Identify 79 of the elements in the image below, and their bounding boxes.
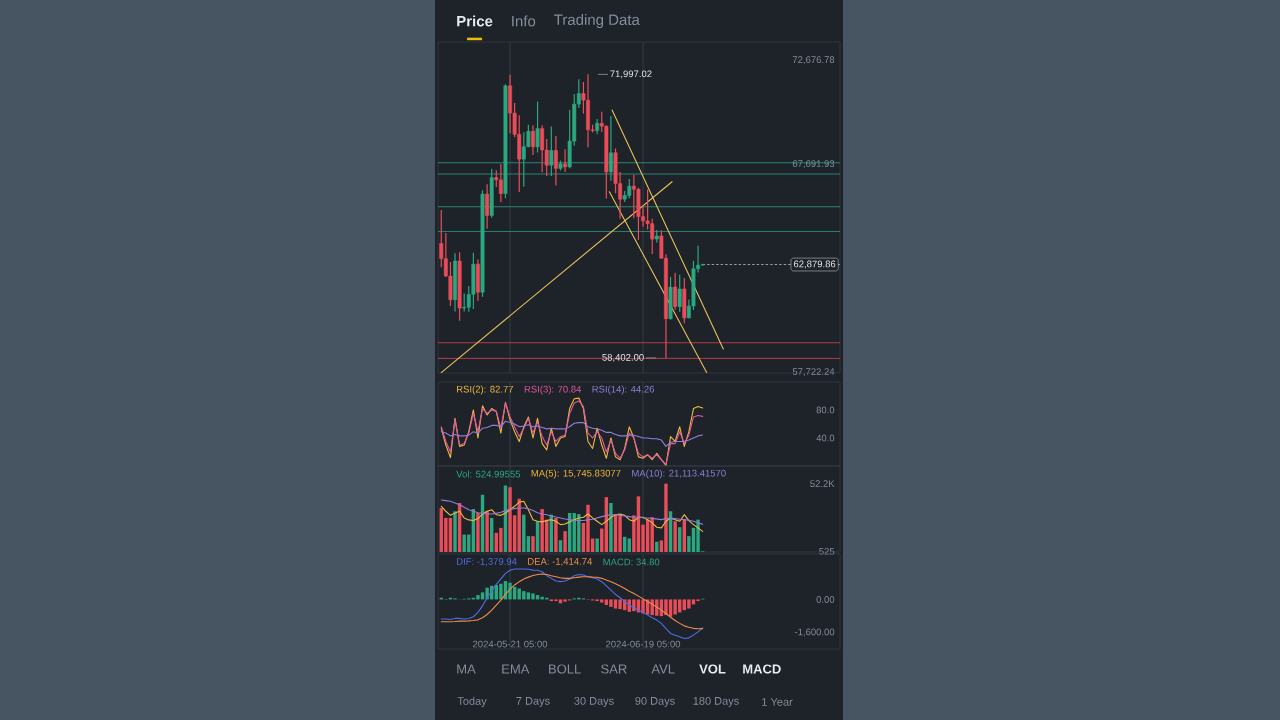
x-tick-label: 2024-05-21 05:00 <box>473 640 548 648</box>
candlestick <box>673 272 678 311</box>
bar <box>531 536 535 552</box>
bar <box>499 583 503 600</box>
series-label: RSI(2): 82.77 <box>456 385 514 395</box>
bar <box>531 593 535 600</box>
candlestick <box>531 124 535 156</box>
text: MA(10): 21,113.41570 <box>632 469 726 479</box>
series-label: DEA: -1,414.74 <box>528 558 592 566</box>
bar <box>476 595 480 600</box>
series-label: Vol: 524.99555 <box>456 470 521 478</box>
bar <box>664 599 668 616</box>
text: Info <box>512 15 536 27</box>
annotation: 71,997.02 <box>610 70 652 79</box>
candlestick <box>540 124 545 173</box>
bar <box>508 487 512 552</box>
x-tick-label: 2024-06-19 05:00 <box>606 640 681 648</box>
bar <box>687 599 691 609</box>
text: MACD: 34.80 <box>603 558 660 566</box>
series-label: DIF: -1,379.94 <box>456 558 517 566</box>
bar <box>627 538 631 552</box>
text: 7 Days <box>516 697 550 707</box>
y-tick-label: 0.00 <box>816 596 835 603</box>
candlestick <box>448 261 453 307</box>
bar <box>595 538 599 552</box>
ref-line-label: 62,879.86 <box>793 260 836 269</box>
candlestick <box>535 101 540 154</box>
y-tick-label: 525 <box>819 547 835 555</box>
text: 180 Days <box>693 697 739 707</box>
y-tick-label: -1,600.00 <box>794 628 835 637</box>
bar <box>618 514 622 552</box>
text: Today <box>457 696 487 708</box>
candlestick <box>485 183 490 230</box>
bar <box>673 599 677 615</box>
bar <box>540 509 544 552</box>
bar <box>476 512 480 552</box>
bar <box>453 511 457 552</box>
candlestick <box>677 274 682 313</box>
bar <box>604 599 609 605</box>
text: BOLL <box>549 664 581 674</box>
text: EMA <box>502 664 530 674</box>
candlestick <box>498 163 503 203</box>
line-series <box>440 500 704 532</box>
y-tick-label: 57,722.24 <box>792 368 835 377</box>
text: Price <box>457 15 493 27</box>
bar <box>558 599 563 604</box>
text: VOL <box>699 664 726 674</box>
text: MA <box>457 664 476 674</box>
y-tick-label: 40.0 <box>816 434 835 442</box>
bar <box>613 599 618 609</box>
bar <box>577 514 581 552</box>
text: Trading Data <box>554 13 640 28</box>
series-label: RSI(3): 70.84 <box>524 385 582 395</box>
text: AVL <box>651 664 675 674</box>
bar <box>618 599 622 610</box>
bar <box>563 599 567 602</box>
bar <box>485 511 489 552</box>
bar <box>609 503 613 552</box>
bar <box>664 483 668 552</box>
y-tick-label: 80.0 <box>816 406 835 414</box>
text: 30 Days <box>574 697 614 707</box>
text: 90 Days <box>635 697 675 707</box>
text: SAR <box>601 664 627 674</box>
text: 1 Year <box>762 698 793 706</box>
candlestick <box>563 148 568 173</box>
bar <box>558 540 563 552</box>
y-tick-label: 72,676.78 <box>792 56 835 65</box>
text: MACD <box>743 664 781 674</box>
bar <box>586 504 590 552</box>
bar <box>563 531 567 552</box>
bar <box>462 534 466 552</box>
y-tick-label: 52.2K <box>810 480 835 488</box>
candlestick <box>553 135 558 187</box>
bar <box>673 521 677 552</box>
text: MA(5): 15,745.83077 <box>531 469 621 479</box>
bar <box>609 599 613 607</box>
bar <box>499 527 503 552</box>
bar <box>554 517 558 552</box>
text: RSI(14): 44.26 <box>592 385 654 395</box>
